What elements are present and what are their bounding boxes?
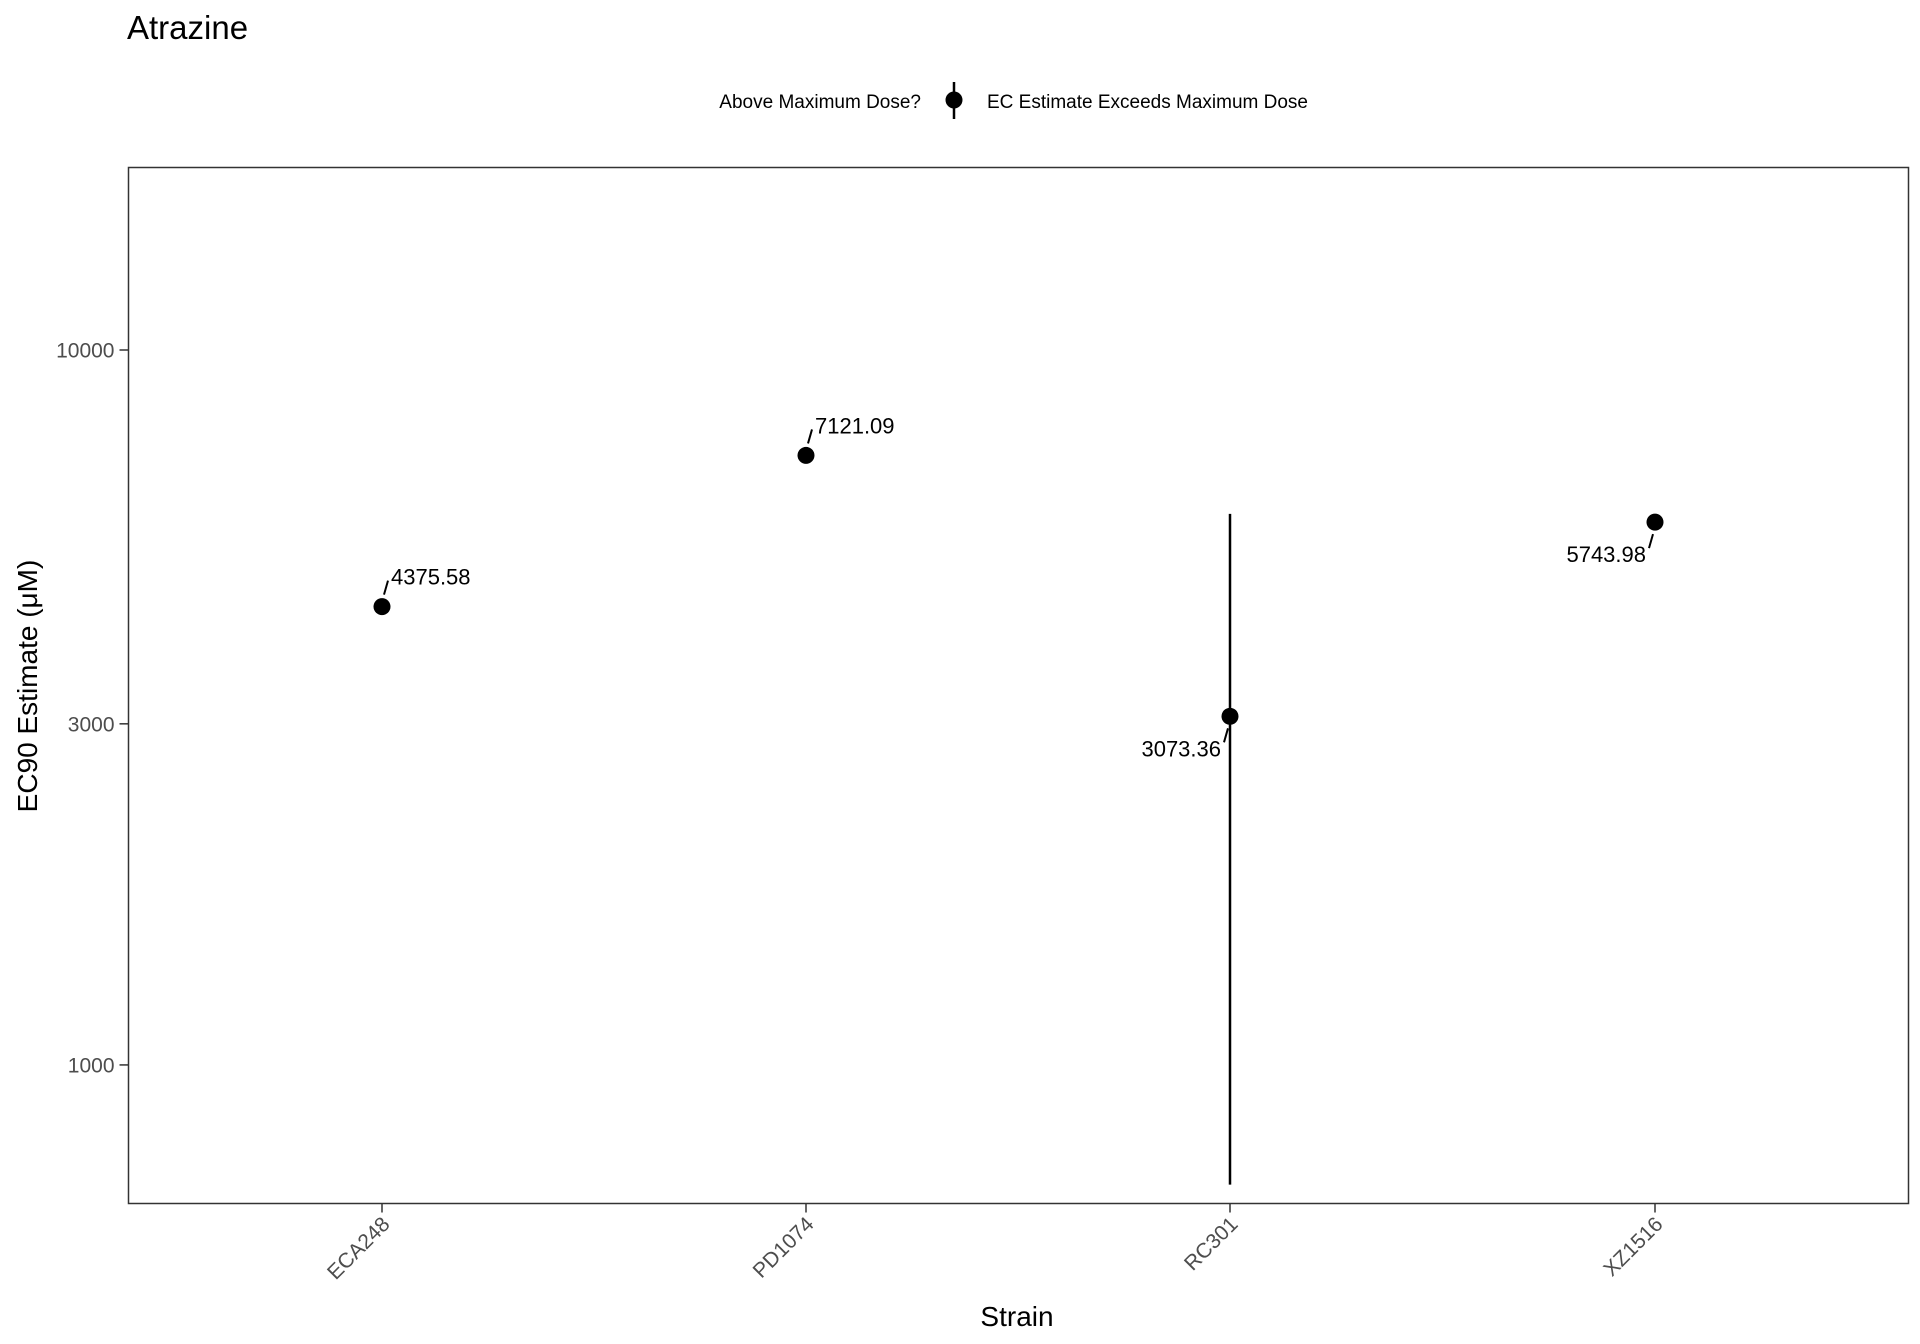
x-tick-label: XZ1516 (1599, 1213, 1667, 1281)
legend-title: Above Maximum Dose? (719, 92, 921, 113)
x-tick-label: ECA248 (323, 1213, 395, 1285)
y-tick-label: 10000 (56, 340, 114, 363)
data-label: 5743.98 (1566, 542, 1646, 567)
y-tick-label: 1000 (68, 1054, 115, 1077)
chart-title: Atrazine (127, 9, 248, 46)
data-point (1646, 513, 1664, 531)
x-axis: ECA248 PD1074 RC301 XZ1516 (323, 1203, 1668, 1285)
legend: Above Maximum Dose? EC Estimate Exceeds … (719, 82, 1308, 119)
data-label: 4375.58 (391, 565, 471, 590)
y-axis: 1000 3000 10000 (56, 340, 129, 1077)
data-label: 3073.36 (1141, 736, 1221, 761)
label-leader-line (383, 580, 389, 595)
y-axis-title: EC90 Estimate (μM) (12, 560, 43, 813)
label-leader-line (1223, 728, 1229, 743)
data-point (1221, 707, 1239, 725)
y-tick-label: 3000 (68, 713, 115, 736)
data-marks: 4375.58 7121.09 3073.36 5743.98 (373, 413, 1664, 1185)
label-leader-line (807, 429, 813, 444)
x-axis-title: Strain (980, 1301, 1053, 1332)
data-label: 7121.09 (815, 413, 895, 438)
legend-key-point (945, 91, 963, 109)
x-tick-label: RC301 (1180, 1213, 1242, 1275)
data-point (797, 446, 815, 464)
label-leader-line (1648, 533, 1654, 549)
data-point (373, 598, 391, 616)
legend-entry-label: EC Estimate Exceeds Maximum Dose (987, 92, 1308, 113)
plot-panel (127, 166, 1910, 1205)
x-tick-label: PD1074 (749, 1213, 819, 1283)
